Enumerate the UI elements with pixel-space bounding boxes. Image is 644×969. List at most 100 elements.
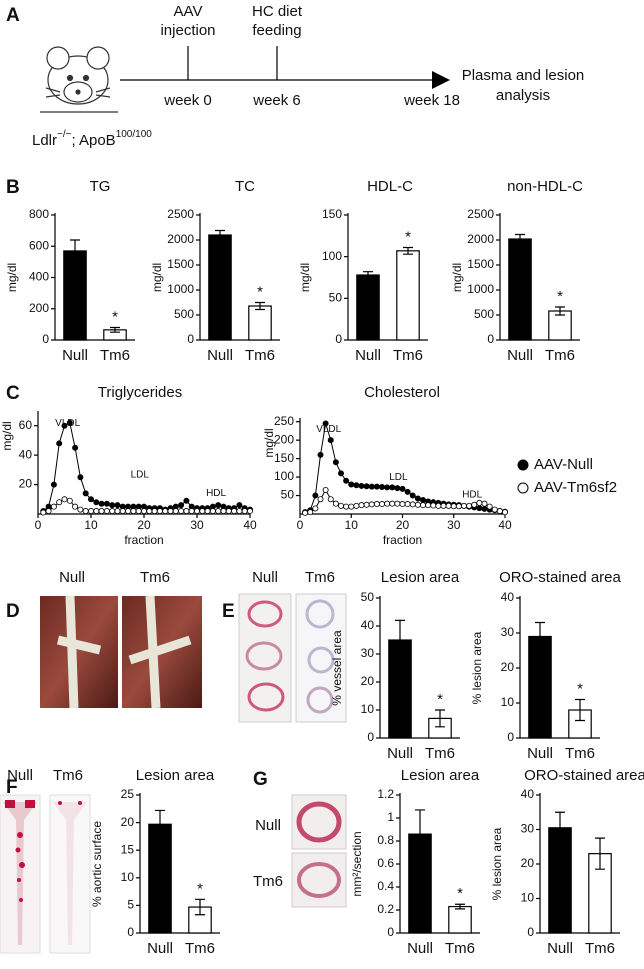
y-tick-label: 50	[281, 488, 295, 502]
y-tick-label: 30	[361, 646, 375, 660]
significance: *	[557, 288, 563, 305]
point	[72, 444, 79, 451]
point	[460, 502, 467, 509]
point	[389, 484, 396, 491]
point	[414, 501, 421, 508]
x-tick-label: Tm6	[565, 745, 595, 762]
point	[135, 508, 142, 515]
genotype-sup: 100/100	[116, 129, 153, 140]
point	[348, 481, 355, 488]
y-tick-label: 50	[329, 291, 343, 305]
bar	[248, 305, 272, 341]
point	[236, 508, 243, 515]
point	[82, 508, 89, 515]
legend-label: AAV-Null	[534, 456, 593, 473]
y-tick-label: 500	[174, 307, 194, 321]
point	[337, 502, 344, 509]
point	[236, 502, 243, 509]
point	[183, 497, 190, 504]
x-axis-label: fraction	[124, 533, 163, 547]
lesion-spots	[5, 800, 82, 902]
chart-title: Cholesterol	[364, 384, 440, 401]
point	[358, 502, 365, 509]
x-tick-label: Null	[62, 347, 88, 364]
x-tick-label: Tm6	[585, 940, 615, 957]
point	[66, 497, 73, 504]
y-axis-label: mg/dl	[450, 263, 464, 292]
point	[56, 440, 63, 447]
y-tick-label: 2000	[467, 232, 494, 246]
point	[61, 496, 68, 503]
bar	[63, 250, 87, 341]
point	[312, 505, 319, 512]
point	[404, 488, 411, 495]
x-tick-label: 10	[84, 518, 98, 532]
y-tick-label: 10	[121, 870, 135, 884]
point	[125, 508, 132, 515]
point	[109, 502, 116, 509]
chart-title: ORO-stained area	[499, 569, 621, 586]
y-tick-label: 0	[367, 730, 374, 744]
annotation: HDL	[206, 488, 226, 499]
point	[77, 474, 84, 481]
point	[156, 508, 163, 515]
x-tick-label: Tm6	[245, 347, 275, 364]
chart-title: Triglycerides	[98, 384, 182, 401]
point	[246, 508, 253, 515]
y-tick-label: 40	[19, 447, 33, 461]
legend-marker	[517, 459, 529, 471]
x-tick-label: 0	[297, 518, 304, 532]
point	[471, 501, 478, 508]
point	[455, 503, 462, 510]
y-tick-label: 1500	[167, 257, 194, 271]
x-tick-label: Null	[527, 745, 553, 762]
point	[50, 481, 57, 488]
mouse-icon	[40, 46, 118, 113]
y-tick-label: 1.2	[377, 787, 394, 801]
point	[378, 501, 385, 508]
endpoint-label: analysis	[496, 87, 550, 104]
x-tick-label: Null	[147, 940, 173, 957]
panel-letter: F	[6, 777, 18, 798]
point	[399, 501, 406, 508]
point	[317, 496, 324, 503]
photo	[40, 596, 118, 708]
chart-title: Lesion area	[381, 569, 460, 586]
y-tick-label: 20	[361, 674, 375, 688]
x-tick-label: Tm6	[445, 940, 475, 957]
point	[363, 501, 370, 508]
x-tick-label: 30	[447, 518, 461, 532]
significance: *	[197, 880, 203, 897]
y-tick-label: 20	[19, 477, 33, 491]
point	[119, 508, 126, 515]
x-tick-label: 20	[396, 518, 410, 532]
y-tick-label: 5	[127, 898, 134, 912]
point	[162, 508, 169, 515]
point	[231, 508, 238, 515]
y-tick-label: 800	[29, 207, 49, 221]
point	[312, 492, 319, 499]
y-tick-label: 1000	[467, 282, 494, 296]
image-label: Tm6	[305, 569, 335, 586]
x-tick-label: 40	[498, 518, 512, 532]
point	[476, 499, 483, 506]
error-bar	[515, 233, 525, 245]
point	[88, 508, 95, 515]
annotation: LDL	[389, 472, 408, 483]
y-tick-label: 150	[322, 207, 342, 221]
bar	[356, 274, 380, 341]
point	[130, 508, 137, 515]
y-tick-label: 20	[521, 856, 535, 870]
significance: *	[257, 283, 263, 300]
point	[146, 508, 153, 515]
error-bar	[575, 698, 585, 722]
error-bar	[435, 709, 445, 728]
point	[82, 490, 89, 497]
annotation: LDL	[131, 470, 150, 481]
x-tick-label: 40	[243, 518, 257, 532]
y-tick-label: 0	[42, 332, 49, 346]
point	[140, 508, 147, 515]
section-image	[295, 593, 347, 723]
